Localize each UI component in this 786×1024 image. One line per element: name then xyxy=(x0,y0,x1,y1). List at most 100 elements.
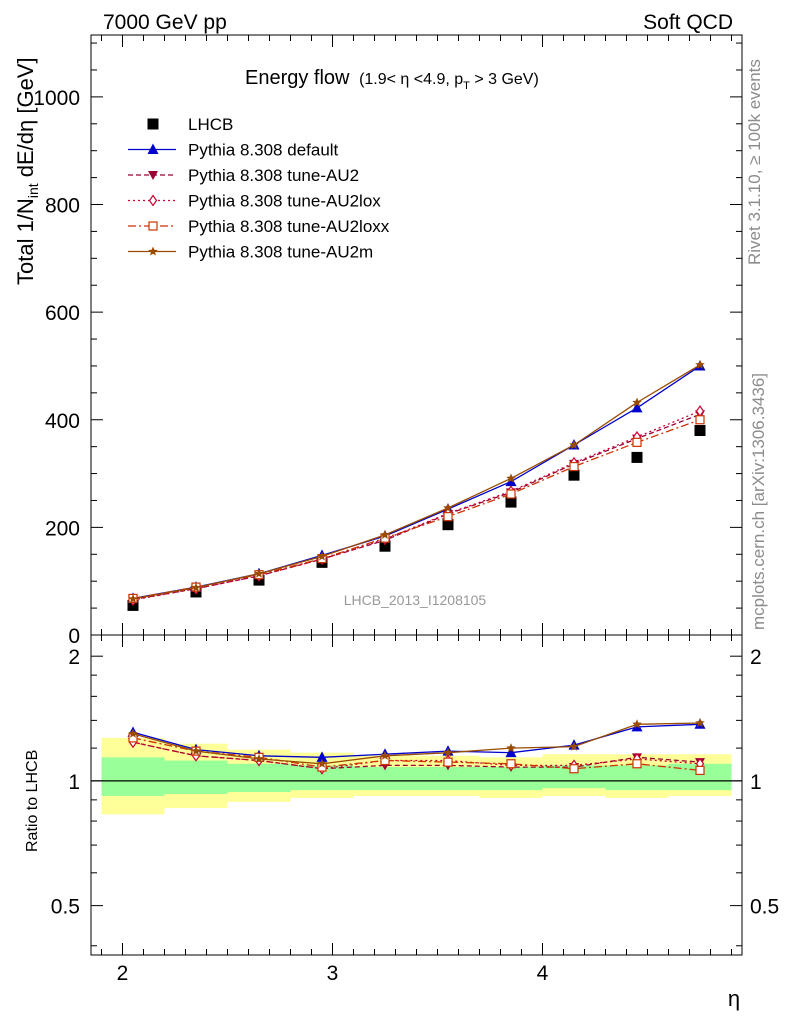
legend-entry-pythia-8-308-tune-au2loxx: Pythia 8.308 tune-AU2loxx xyxy=(128,217,390,236)
main-y-tick-labels: 0 200 400 600 800 1000 xyxy=(33,87,80,648)
ratio-y-tick-label-right: 1 xyxy=(750,771,762,794)
series-pythia-8-308-default xyxy=(127,359,706,603)
ratio-point xyxy=(506,759,516,769)
ratio-point xyxy=(128,728,138,738)
band-green xyxy=(479,767,543,791)
data-point xyxy=(442,519,454,531)
chart-subtitle: (1.9< η <4.9, p xyxy=(359,71,463,88)
x-tick-label: 4 xyxy=(537,962,549,985)
band-green xyxy=(353,767,417,791)
data-point xyxy=(443,512,453,522)
chart-title: Energy flow (1.9< η <4.9, pT > 3 GeV) xyxy=(245,67,539,92)
rivet-label: Rivet 3.1.10, ≥ 100k events xyxy=(745,59,764,265)
legend-marker xyxy=(148,194,158,207)
data-point xyxy=(695,359,705,369)
ratio-y-tick-label: 0.5 xyxy=(51,896,80,919)
main-y-tick-label: 800 xyxy=(45,195,80,218)
data-point xyxy=(128,593,138,603)
data-point xyxy=(569,461,579,472)
ratio-point xyxy=(632,759,642,769)
data-point xyxy=(380,529,390,539)
legend-label: Pythia 8.308 tune-AU2loxx xyxy=(188,217,390,236)
band-green xyxy=(416,767,480,791)
series-pythia-8-308-tune-au2lox xyxy=(128,405,705,607)
legend-marker xyxy=(148,246,158,256)
main-y-tick-label: 400 xyxy=(45,410,80,433)
data-point xyxy=(631,451,643,463)
ratio-point xyxy=(506,743,516,753)
ratio-line xyxy=(132,741,701,770)
main-y-tick-label: 0 xyxy=(68,625,80,648)
series-pythia-8-308-tune-au2 xyxy=(128,410,705,605)
legend-label: Pythia 8.308 tune-AU2lox xyxy=(188,192,381,211)
ratio-series xyxy=(127,718,706,776)
legend-marker xyxy=(148,171,158,180)
main-y-axis-label: Total 1/Nint dE/dη [GeV] xyxy=(13,57,41,285)
x-tick-label: 3 xyxy=(327,962,339,985)
band-green xyxy=(542,765,606,789)
ratio-plot-panel: 0.5 0.5 1 1 2 2 2 3 4 Ratio to LHCB η xyxy=(24,634,779,1011)
ratio-point xyxy=(695,765,705,776)
series-line xyxy=(132,413,701,601)
data-point xyxy=(632,397,642,407)
series-line xyxy=(132,410,701,601)
ratio-point xyxy=(443,757,453,767)
chart-subtitle-end: > 3 GeV) xyxy=(470,71,539,88)
ratio-point xyxy=(505,746,517,758)
series-line xyxy=(132,419,701,600)
data-point xyxy=(254,568,264,578)
data-point xyxy=(505,475,517,487)
legend-label: LHCB xyxy=(188,115,233,134)
ratio-point xyxy=(317,758,327,768)
data-point xyxy=(443,503,453,512)
series-line xyxy=(132,364,701,600)
data-point xyxy=(632,437,642,447)
ratio-point xyxy=(316,751,328,762)
ratio-y-tick-label-right: 2 xyxy=(750,646,762,669)
x-axis-label: η xyxy=(728,986,740,1011)
legend-entry-pythia-8-308-tune-au2m: Pythia 8.308 tune-AU2m xyxy=(128,243,373,262)
band-green xyxy=(101,757,165,796)
ratio-y-axis-label: Ratio to LHCB xyxy=(24,750,41,852)
main-y-axis-label-main: Total 1/N xyxy=(13,198,38,285)
ratio-y-tick-label: 2 xyxy=(68,646,80,669)
series-pythia-8-308-tune-au2loxx xyxy=(128,415,705,604)
ratio-point xyxy=(380,750,390,760)
ratio-point xyxy=(632,719,642,729)
legend-entry-lhcb: LHCB xyxy=(147,115,233,134)
ratio-point xyxy=(443,747,453,757)
chart-subtitle-sub: T xyxy=(463,80,470,92)
data-point xyxy=(694,425,706,437)
ratio-point xyxy=(695,718,705,727)
ratio-axis-ticks xyxy=(91,635,742,955)
ratio-tick-labels: 0.5 0.5 1 1 2 2 2 3 4 xyxy=(51,646,779,985)
ratio-point xyxy=(254,753,264,763)
legend-entry-pythia-8-308-default: Pythia 8.308 default xyxy=(128,141,339,160)
data-point xyxy=(191,582,201,592)
data-point xyxy=(505,496,517,508)
main-y-tick-label: 600 xyxy=(45,302,80,325)
data-point xyxy=(569,440,579,450)
series-pythia-8-308-tune-au2m xyxy=(128,359,705,603)
band-green xyxy=(164,760,228,794)
main-y-tick-label: 200 xyxy=(45,517,80,540)
header-right: Soft QCD xyxy=(643,11,733,34)
x-tick-label: 2 xyxy=(117,962,129,985)
ratio-point xyxy=(569,764,579,774)
data-point xyxy=(317,551,327,561)
ratio-series-pythia-8-308-tune-au2m xyxy=(128,718,705,768)
series-line xyxy=(132,365,701,600)
ratio-point xyxy=(191,746,201,756)
main-y-axis-label-sub: int xyxy=(25,183,41,198)
chart-title-main: Energy flow xyxy=(245,67,350,89)
main-y-tick-label: 1000 xyxy=(33,87,80,110)
data-point xyxy=(631,401,643,413)
band-green xyxy=(605,765,669,791)
data-point xyxy=(379,540,391,552)
legend-marker xyxy=(148,221,158,231)
legend: LHCB Pythia 8.308 default Pythia 8.308 tun… xyxy=(128,115,390,262)
main-plot-panel: 0 200 400 600 800 1000 LHCB_2013_I1208105 Ene… xyxy=(13,34,743,648)
legend-label: Pythia 8.308 default xyxy=(188,141,339,160)
legend-marker xyxy=(147,118,159,130)
legend-label: Pythia 8.308 tune-AU2 xyxy=(188,166,359,185)
